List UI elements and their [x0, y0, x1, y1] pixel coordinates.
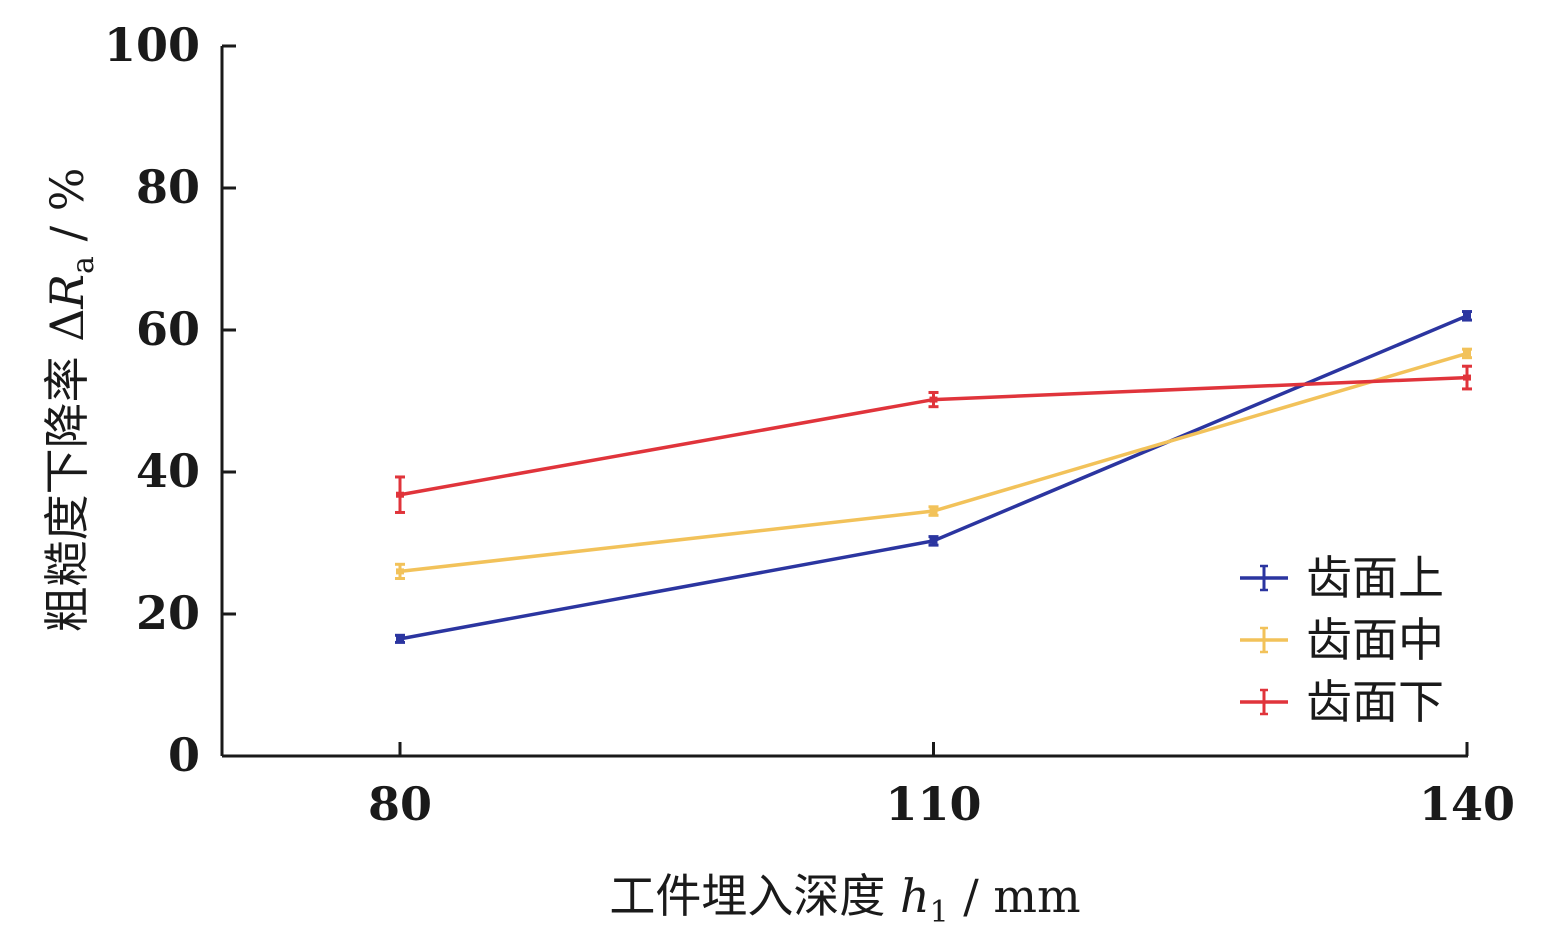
y-tick-label: 20 — [136, 586, 200, 640]
data-point — [1463, 312, 1471, 319]
legend-item: 齿面上 — [1240, 551, 1444, 605]
data-point — [929, 537, 938, 544]
data-point — [396, 491, 404, 498]
y-tick-label: 0 — [168, 728, 200, 782]
x-axis-title-prefix: 工件埋入深度 — [609, 869, 900, 923]
y-axis-ticks: 0 20 40 60 80 100 — [104, 18, 236, 782]
data-point — [1463, 374, 1471, 381]
series-2 — [395, 347, 1472, 580]
y-axis-title-sub: a — [66, 256, 101, 274]
data-point — [396, 568, 404, 575]
data-point — [929, 508, 938, 515]
data-point — [929, 396, 938, 403]
y-axis-title-prefix: 粗糙度下降率 Δ — [40, 309, 94, 633]
series-1 — [395, 310, 1472, 644]
y-tick-label: 40 — [136, 444, 200, 498]
legend-label: 齿面中 — [1306, 613, 1444, 667]
x-axis-ticks: 80 110 140 — [368, 742, 1515, 831]
data-point — [1463, 350, 1471, 357]
x-axis-title-sub: 1 — [930, 895, 949, 930]
x-tick-label: 110 — [885, 777, 981, 831]
series-group — [395, 310, 1472, 644]
x-tick-label: 80 — [368, 777, 432, 831]
y-axis-title-unit: / % — [40, 168, 94, 256]
legend-item: 齿面下 — [1240, 675, 1444, 729]
legend-label: 齿面上 — [1306, 551, 1444, 605]
legend-label: 齿面下 — [1306, 675, 1444, 729]
x-axis-title: 工件埋入深度 h1 / mm — [609, 869, 1080, 930]
x-tick-label: 140 — [1419, 777, 1515, 831]
axes — [220, 46, 1468, 758]
data-point — [396, 635, 404, 642]
x-axis-title-unit: / mm — [949, 869, 1081, 923]
series-3 — [395, 364, 1472, 514]
y-axis-title-var: R — [40, 274, 94, 310]
y-tick-label: 80 — [136, 160, 200, 214]
y-axis-title: 粗糙度下降率 ΔRa / % — [40, 168, 101, 633]
legend-item: 齿面中 — [1240, 613, 1444, 667]
y-tick-label: 100 — [104, 18, 200, 72]
y-tick-label: 60 — [136, 302, 200, 356]
x-axis-title-var: h — [900, 869, 930, 923]
